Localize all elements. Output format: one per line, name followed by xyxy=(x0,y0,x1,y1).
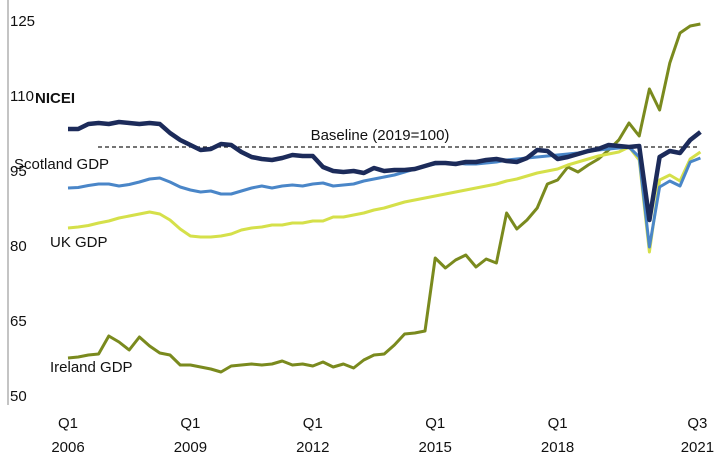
x-tick-label: Q1 2018 xyxy=(541,415,574,456)
y-tick-label: 50 xyxy=(10,388,27,405)
series-line xyxy=(67,145,701,249)
y-tick-label: 65 xyxy=(10,313,27,330)
series-line xyxy=(68,119,702,223)
series-line xyxy=(67,22,701,374)
x-tick-label: Q1 2012 xyxy=(296,415,329,456)
x-tick-label: Q1 2015 xyxy=(419,415,452,456)
series-line xyxy=(67,145,702,254)
x-tick-label: Q1 2009 xyxy=(174,415,207,456)
series-label: Ireland GDP xyxy=(50,359,133,376)
x-tick-label: Q3 2021 xyxy=(681,415,714,456)
series-label: NICEI xyxy=(35,90,75,107)
y-tick-label: 95 xyxy=(10,163,27,180)
x-tick-label: Q1 2006 xyxy=(51,415,84,456)
y-tick-label: 125 xyxy=(10,13,35,30)
baseline-label: Baseline (2019=100) xyxy=(311,127,450,144)
y-tick-label: 80 xyxy=(10,238,27,255)
y-tick-label: 110 xyxy=(10,88,34,105)
series-label: Scotland GDP xyxy=(14,156,109,173)
series-label: UK GDP xyxy=(50,234,108,251)
